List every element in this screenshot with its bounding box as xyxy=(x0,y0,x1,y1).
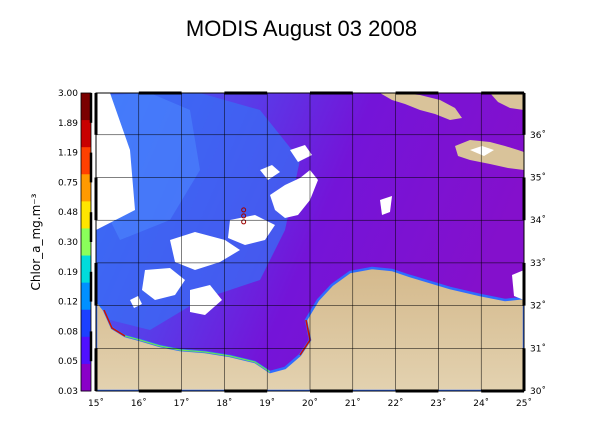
grid-lines xyxy=(96,93,524,391)
colorbar-segment xyxy=(81,336,91,365)
marker-point xyxy=(241,213,247,219)
colorbar-segment xyxy=(81,309,91,338)
colorbar-tick-label: 1.19 xyxy=(58,149,78,159)
colorbar-tick-label: 0.03 xyxy=(58,387,78,397)
colorbar-segment xyxy=(81,282,91,311)
colorbar-segment xyxy=(81,120,91,148)
colorbar-tick-label: 0.12 xyxy=(58,298,78,308)
longitude-labels: 15˚ 16˚ 17˚ 18˚ 19˚ 20˚ 21˚ 22˚ 23˚ 24˚ 25˚ xyxy=(88,398,532,409)
lon-label: 21˚ xyxy=(345,398,361,409)
lon-label: 16˚ xyxy=(131,398,147,409)
page-title: MODIS August 03 2008 xyxy=(185,16,418,41)
lon-label: 19˚ xyxy=(259,398,275,409)
lat-label: 33˚ xyxy=(530,258,546,269)
colorbar-unit-label: Chlor_a_mg.m⁻³ xyxy=(29,193,43,290)
colorbar-tick-label: 0.08 xyxy=(58,327,78,337)
colorbar-segment xyxy=(81,255,91,284)
land-greece xyxy=(380,93,462,120)
lat-label: 34˚ xyxy=(530,215,546,226)
colorbar-tick-label: 3.00 xyxy=(58,89,78,99)
cloud-patches xyxy=(130,145,524,315)
marker-point xyxy=(241,219,247,225)
land-aegean xyxy=(490,93,524,110)
lat-label: 36˚ xyxy=(530,130,546,141)
swath-gap xyxy=(96,93,135,230)
colorbar-tick-label: 0.19 xyxy=(58,268,78,278)
colorbar-tick-label: 0.30 xyxy=(58,238,78,248)
lon-label: 15˚ xyxy=(88,398,104,409)
lon-label: 22˚ xyxy=(388,398,404,409)
lat-label: 31˚ xyxy=(530,343,546,354)
marker-point xyxy=(241,207,247,213)
colorbar-segment xyxy=(81,93,91,121)
colorbar-segment xyxy=(81,228,91,257)
colorbar: 3.00 1.89 1.19 0.75 0.48 0.30 0.19 0.12 0.08 0.05… xyxy=(58,89,93,397)
lon-label: 25˚ xyxy=(516,398,532,409)
frame-ticks xyxy=(94,91,526,393)
lat-label: 35˚ xyxy=(530,173,546,184)
colorbar-tick-label: 1.89 xyxy=(58,119,78,129)
colorbar-tick-label: 0.05 xyxy=(58,357,78,367)
station-marker xyxy=(241,207,247,225)
colorbar-tick-label: 0.75 xyxy=(58,178,78,188)
lat-label: 30˚ xyxy=(530,386,546,397)
lon-label: 24˚ xyxy=(473,398,489,409)
latitude-labels: 30˚ 31˚ 32˚ 33˚ 34˚ 35˚ 36˚ xyxy=(530,130,546,397)
colorbar-segment xyxy=(81,201,91,229)
colorbar-tick-label: 0.48 xyxy=(58,208,78,218)
colorbar-segment xyxy=(81,363,91,392)
lat-label: 32˚ xyxy=(530,301,546,312)
lon-label: 17˚ xyxy=(174,398,190,409)
lon-label: 18˚ xyxy=(216,398,232,409)
lon-label: 23˚ xyxy=(430,398,446,409)
coastal-green xyxy=(124,335,271,373)
colorbar-segment xyxy=(81,174,91,202)
colorbar-segment xyxy=(81,147,91,175)
land-crete xyxy=(455,140,524,170)
lon-label: 20˚ xyxy=(302,398,318,409)
